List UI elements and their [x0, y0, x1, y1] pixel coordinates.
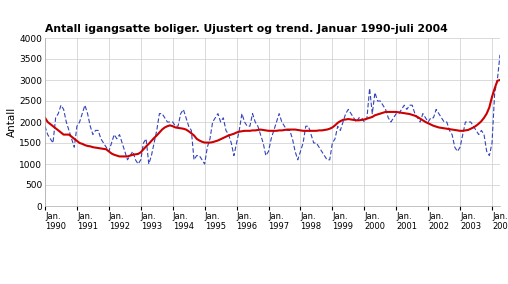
Antall boliger, trend — [42, 116, 48, 120]
Antall boliger, trend — [178, 127, 184, 130]
Antall boliger, ujustert — [497, 53, 503, 57]
Line: Antall boliger, ujustert: Antall boliger, ujustert — [45, 55, 500, 164]
Antall boliger, ujustert — [42, 124, 48, 128]
Antall boliger, ujustert — [135, 162, 141, 166]
Antall boliger, trend — [287, 128, 293, 131]
Antall boliger, trend — [313, 129, 320, 133]
Antall boliger, trend — [116, 155, 122, 158]
Antall boliger, ujustert — [249, 112, 256, 115]
Antall boliger, ujustert — [77, 120, 83, 124]
Antall boliger, ujustert — [313, 141, 320, 145]
Antall boliger, trend — [249, 129, 256, 132]
Y-axis label: Antall: Antall — [7, 107, 16, 137]
Antall boliger, ujustert — [178, 112, 184, 115]
Antall boliger, trend — [497, 78, 503, 82]
Antall boliger, trend — [191, 134, 197, 137]
Text: Antall igangsatte boliger. Ujustert og trend. Januar 1990-juli 2004: Antall igangsatte boliger. Ujustert og t… — [45, 24, 448, 34]
Line: Antall boliger, trend: Antall boliger, trend — [45, 80, 500, 156]
Antall boliger, ujustert — [191, 158, 197, 162]
Antall boliger, ujustert — [287, 129, 293, 132]
Antall boliger, trend — [77, 141, 83, 145]
